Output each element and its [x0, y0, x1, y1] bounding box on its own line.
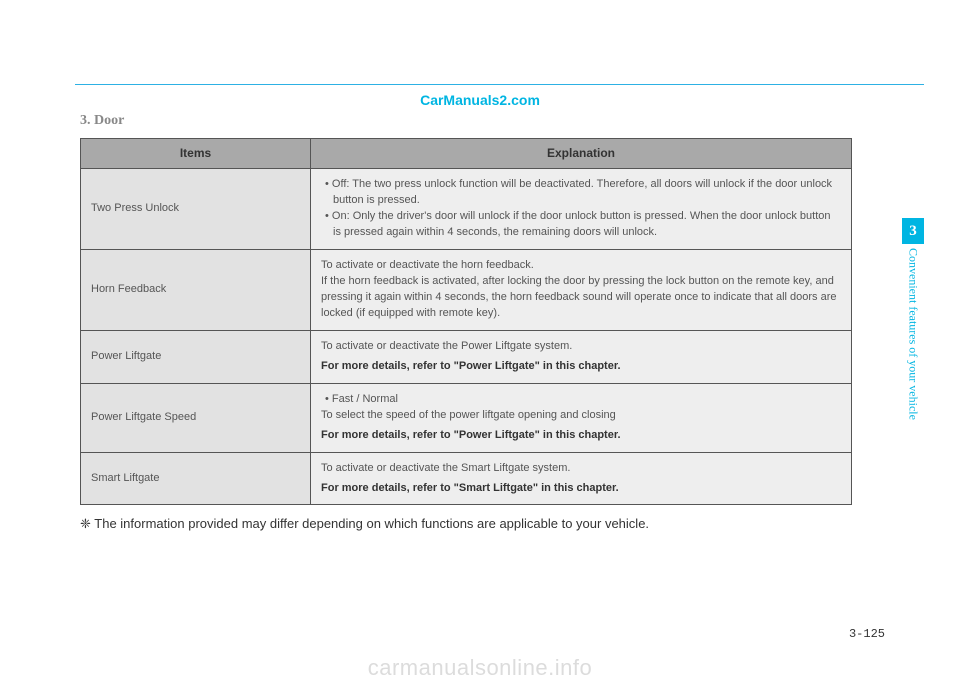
explanation-line: To activate or deactivate the Power Lift…: [321, 339, 841, 355]
watermark-top: CarManuals2.com: [0, 92, 960, 108]
explanation-line: To select the speed of the power liftgat…: [321, 408, 841, 424]
col-header-items: Items: [81, 139, 311, 169]
explanation-line: For more details, refer to "Smart Liftga…: [321, 481, 841, 497]
explanation-line: • Fast / Normal: [321, 392, 841, 408]
explanation-line: • Off: The two press unlock function wil…: [321, 177, 841, 209]
table-row: Horn Feedback To activate or deactivate t…: [81, 250, 852, 331]
explanation-line: To activate or deactivate the horn feedb…: [321, 258, 841, 274]
explanation-line: For more details, refer to "Power Liftga…: [321, 359, 841, 375]
footnote-text: The information provided may differ depe…: [94, 516, 649, 531]
explanation-cell: To activate or deactivate the Power Lift…: [311, 330, 852, 383]
watermark-bottom: carmanualsonline.info: [0, 655, 960, 681]
explanation-line: For more details, refer to "Power Liftga…: [321, 428, 841, 444]
side-label-wrap: Convenient features of your vehicle: [902, 248, 924, 508]
item-cell: Two Press Unlock: [81, 169, 311, 250]
item-cell: Power Liftgate: [81, 330, 311, 383]
footnote: ❈ The information provided may differ de…: [80, 516, 649, 532]
explanation-cell: • Off: The two press unlock function wil…: [311, 169, 852, 250]
page: CarManuals2.com 3. Door Items Explanatio…: [0, 0, 960, 689]
item-cell: Power Liftgate Speed: [81, 383, 311, 452]
explanation-line: If the horn feedback is activated, after…: [321, 274, 841, 322]
explanation-cell: To activate or deactivate the Smart Lift…: [311, 452, 852, 505]
explanation-cell: To activate or deactivate the horn feedb…: [311, 250, 852, 331]
table-row: Two Press Unlock • Off: The two press unl…: [81, 169, 852, 250]
footnote-symbol: ❈: [80, 516, 94, 531]
table-header-row: Items Explanation: [81, 139, 852, 169]
table-row: Smart Liftgate To activate or deactivate …: [81, 452, 852, 505]
explanation-cell: • Fast / NormalTo select the speed of th…: [311, 383, 852, 452]
chapter-tab: 3: [902, 218, 924, 244]
page-number: 3-125: [849, 627, 885, 641]
section-heading: 3. Door: [80, 113, 124, 129]
side-label: Convenient features of your vehicle: [906, 248, 921, 420]
top-rule: [75, 84, 924, 85]
table-row: Power Liftgate Speed• Fast / NormalTo se…: [81, 383, 852, 452]
door-settings-table: Items Explanation Two Press Unlock • Off:…: [80, 138, 852, 505]
item-cell: Smart Liftgate: [81, 452, 311, 505]
item-cell: Horn Feedback: [81, 250, 311, 331]
table-row: Power Liftgate To activate or deactivate …: [81, 330, 852, 383]
explanation-line: To activate or deactivate the Smart Lift…: [321, 461, 841, 477]
explanation-line: • On: Only the driver's door will unlock…: [321, 209, 841, 241]
col-header-explanation: Explanation: [311, 139, 852, 169]
